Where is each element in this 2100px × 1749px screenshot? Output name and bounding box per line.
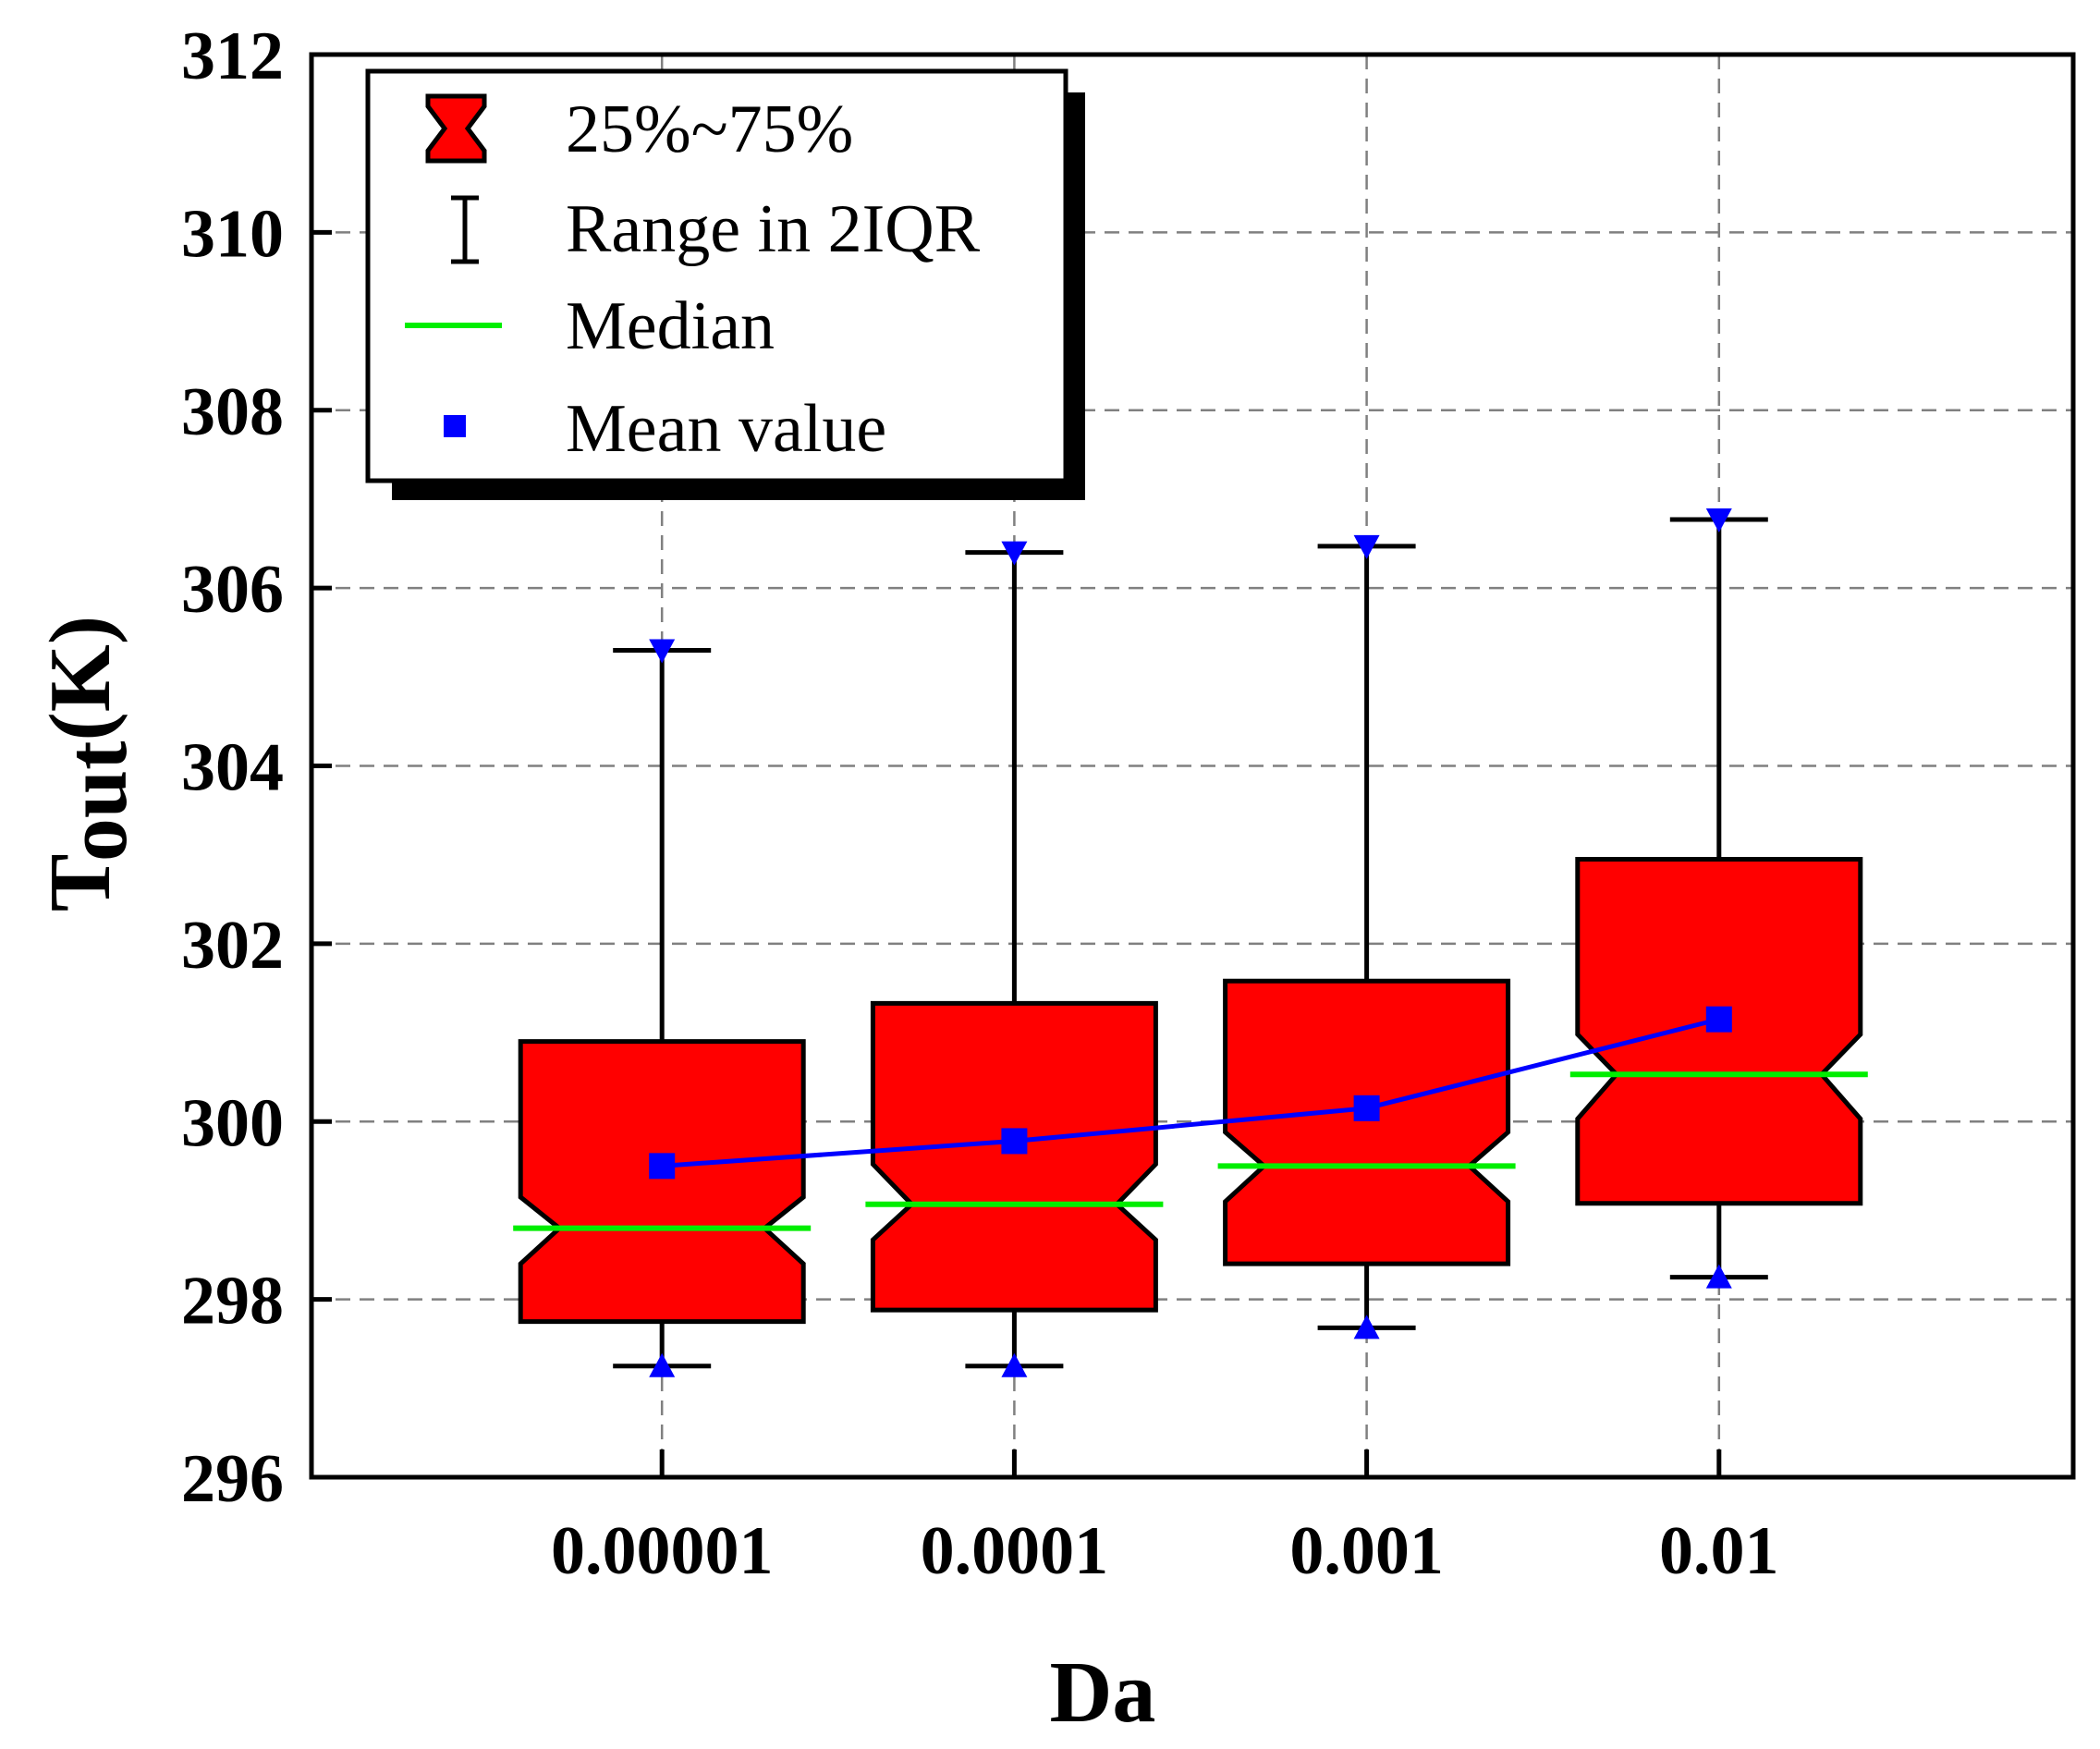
y-axis-ticks: 296 298 300 302 304 306 308 310 312 — [181, 18, 332, 1517]
y-tick-label: 302 — [181, 908, 284, 984]
y-tick-label: 310 — [181, 196, 284, 272]
x-axis-title: Da — [1050, 1645, 1156, 1741]
y-tick-label: 306 — [181, 552, 284, 628]
legend: 25%~75% Range in 2IQR Median Mean value — [365, 68, 1085, 500]
mean-marker — [1001, 1128, 1028, 1155]
x-tick-label: 0.0001 — [921, 1513, 1109, 1589]
y-tick-label: 312 — [181, 18, 284, 94]
x-tick-label: 0.01 — [1659, 1513, 1779, 1589]
legend-label-iqr: 25%~75% — [566, 92, 853, 167]
box-4 — [1569, 508, 1868, 1289]
mean-line — [662, 1017, 1720, 1168]
legend-range-symbol — [451, 195, 479, 264]
legend-mean-symbol — [444, 415, 466, 437]
legend-label-range: Range in 2IQR — [566, 191, 981, 267]
x-tick-label: 0.001 — [1289, 1513, 1444, 1589]
legend-box — [365, 68, 1068, 483]
x-axis-ticks: 0.00001 0.0001 0.001 0.01 — [551, 1449, 1779, 1589]
box-series — [513, 508, 1868, 1377]
x-tick-label: 0.00001 — [551, 1513, 774, 1589]
legend-box-symbol — [425, 93, 487, 164]
y-axis-title-main: T — [32, 854, 128, 911]
box-2 — [865, 541, 1164, 1377]
mean-marker — [1353, 1095, 1380, 1121]
box-3 — [1217, 534, 1516, 1339]
iqr-box — [870, 1000, 1158, 1313]
legend-label-mean: Mean value — [566, 391, 886, 467]
y-tick-label: 308 — [181, 374, 284, 450]
max-marker — [1001, 541, 1028, 566]
y-tick-label: 296 — [181, 1441, 284, 1517]
min-marker — [1705, 1264, 1732, 1289]
box-1 — [513, 639, 812, 1377]
legend-label-median: Median — [566, 288, 775, 364]
y-axis-title-subscript: out — [49, 741, 145, 862]
max-marker — [1705, 508, 1732, 533]
y-tick-label: 300 — [181, 1085, 284, 1161]
min-marker — [1353, 1315, 1380, 1339]
mean-marker — [1705, 1006, 1732, 1033]
min-marker — [1001, 1352, 1028, 1377]
mean-series — [649, 1006, 1732, 1180]
iqr-box — [1223, 978, 1511, 1266]
y-axis-title: Tout(K) — [32, 616, 145, 911]
max-marker — [649, 639, 676, 664]
mean-marker — [649, 1153, 676, 1180]
y-tick-label: 304 — [181, 730, 284, 806]
max-marker — [1353, 534, 1380, 559]
iqr-box — [518, 1039, 806, 1325]
min-marker — [649, 1352, 676, 1377]
y-axis-title-unit: (K) — [32, 616, 128, 741]
y-tick-label: 298 — [181, 1264, 284, 1339]
